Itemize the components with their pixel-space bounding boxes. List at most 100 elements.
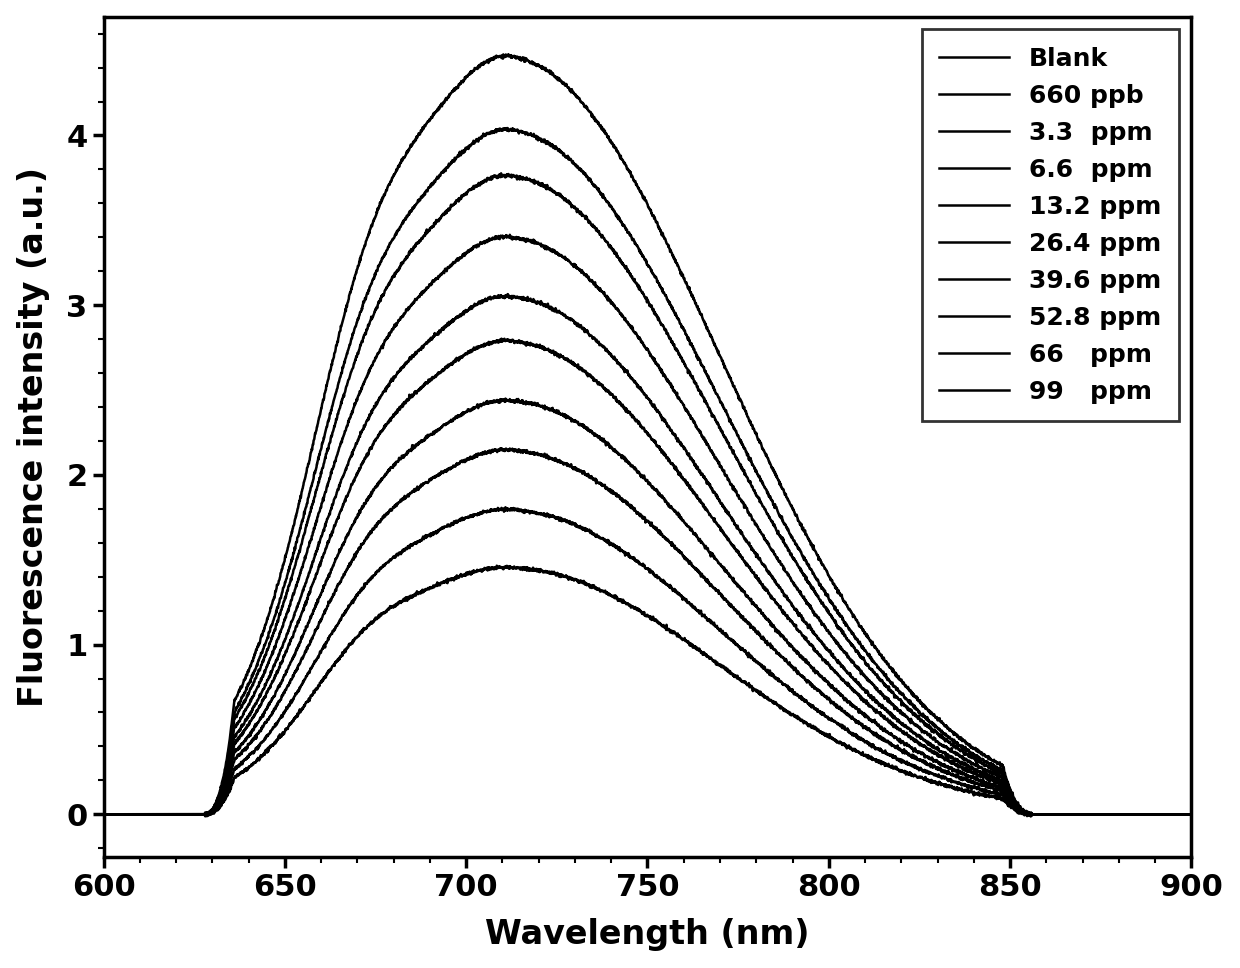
660 ppb [498,501,513,513]
52.8 ppm [97,808,112,820]
Blank [1019,810,1034,822]
Blank [221,790,236,802]
6.6  ppm [197,810,212,822]
Legend: Blank, 660 ppb, 3.3  ppm, 6.6  ppm, 13.2 ppm, 26.4 ppm, 39.6 ppm, 52.8 ppm, 66  : Blank, 660 ppb, 3.3 ppm, 6.6 ppm, 13.2 p… [921,29,1179,421]
26.4 ppm [221,768,236,779]
13.2 ppm [1047,808,1061,820]
660 ppb [1184,808,1199,820]
13.2 ppm [1163,808,1178,820]
6.6  ppm [221,772,236,784]
660 ppb [562,516,577,528]
Blank [560,572,575,584]
13.2 ppm [97,808,112,820]
52.8 ppm [221,757,236,769]
Blank [97,808,112,820]
3.3  ppm [1184,808,1199,820]
66   ppm [1184,808,1199,820]
660 ppb [221,783,236,795]
660 ppb [200,810,215,822]
99   ppm [285,527,300,538]
26.4 ppm [513,292,528,304]
3.3  ppm [1163,808,1178,820]
13.2 ppm [494,333,508,345]
6.6  ppm [1047,808,1061,820]
26.4 ppm [500,288,515,300]
52.8 ppm [1047,808,1061,820]
660 ppb [1047,808,1061,820]
39.6 ppm [1184,808,1199,820]
66   ppm [500,122,515,134]
66   ppm [97,808,112,820]
52.8 ppm [513,171,528,183]
3.3  ppm [97,808,112,820]
39.6 ppm [97,808,112,820]
39.6 ppm [221,760,236,771]
6.6  ppm [1184,808,1199,820]
660 ppb [285,695,300,707]
66   ppm [562,151,577,163]
Line: 39.6 ppm: 39.6 ppm [104,235,1192,816]
Line: 660 ppb: 660 ppb [104,507,1192,816]
13.2 ppm [285,631,300,643]
26.4 ppm [1163,808,1178,820]
13.2 ppm [200,809,215,821]
13.2 ppm [562,354,577,366]
3.3  ppm [560,459,575,470]
99   ppm [1047,808,1061,820]
66   ppm [515,126,529,137]
Blank [513,561,528,573]
52.8 ppm [1021,809,1035,821]
39.6 ppm [200,810,215,822]
X-axis label: Wavelength (nm): Wavelength (nm) [485,919,810,952]
52.8 ppm [1184,808,1199,820]
Line: 26.4 ppm: 26.4 ppm [104,294,1192,816]
660 ppb [1163,808,1178,820]
Line: 3.3  ppm: 3.3 ppm [104,448,1192,816]
Line: 52.8 ppm: 52.8 ppm [104,173,1192,815]
3.3  ppm [1047,808,1061,820]
3.3  ppm [1022,810,1037,822]
26.4 ppm [1047,808,1061,820]
6.6  ppm [515,397,529,408]
26.4 ppm [1023,810,1038,822]
13.2 ppm [1184,808,1199,820]
99   ppm [1184,808,1199,820]
Blank [1163,808,1178,820]
99   ppm [513,55,528,67]
99   ppm [501,48,516,60]
6.6  ppm [1163,808,1178,820]
26.4 ppm [560,312,575,323]
Blank [285,715,300,727]
39.6 ppm [502,229,517,241]
6.6  ppm [498,393,513,405]
3.3  ppm [495,442,510,454]
Y-axis label: Fluorescence intensity (a.u.): Fluorescence intensity (a.u.) [16,166,50,707]
660 ppb [515,504,529,516]
26.4 ppm [1184,808,1199,820]
66   ppm [198,810,213,822]
6.6  ppm [97,808,112,820]
99   ppm [560,82,575,94]
52.8 ppm [494,167,508,179]
26.4 ppm [97,808,112,820]
13.2 ppm [221,768,236,779]
6.6  ppm [285,652,300,664]
52.8 ppm [560,195,575,206]
Line: 99   ppm: 99 ppm [104,54,1192,816]
66   ppm [1047,808,1061,820]
99   ppm [1163,808,1178,820]
Blank [1047,808,1061,820]
Line: 6.6  ppm: 6.6 ppm [104,399,1192,816]
3.3  ppm [285,673,300,684]
52.8 ppm [285,570,300,582]
39.6 ppm [1163,808,1178,820]
3.3  ppm [513,446,528,458]
99   ppm [1023,810,1038,822]
3.3  ppm [221,777,236,789]
26.4 ppm [285,615,300,626]
660 ppb [97,808,112,820]
Blank [1184,808,1199,820]
39.6 ppm [285,590,300,601]
99   ppm [97,808,112,820]
66   ppm [1163,808,1178,820]
